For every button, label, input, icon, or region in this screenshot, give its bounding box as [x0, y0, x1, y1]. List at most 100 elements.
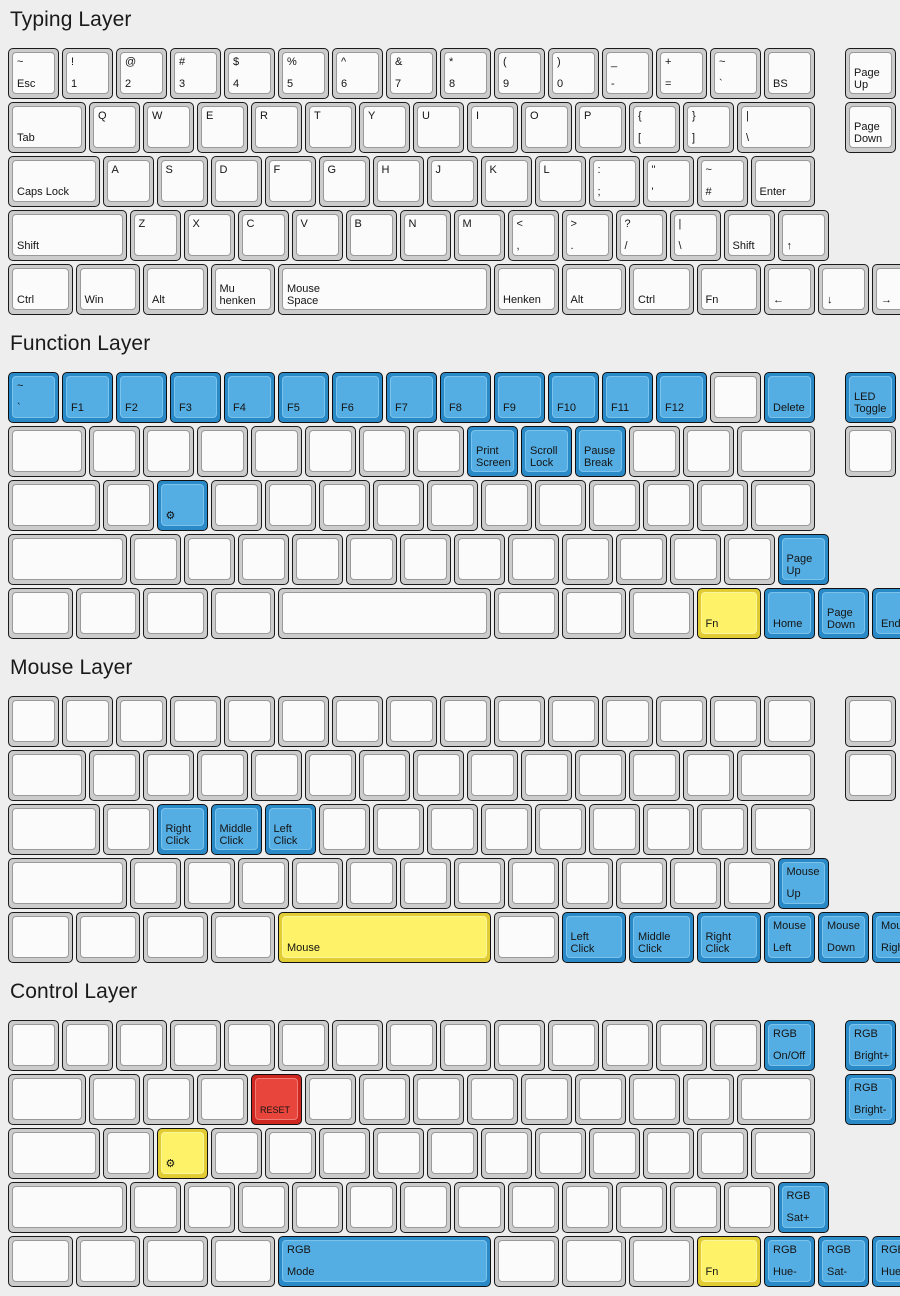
key[interactable] — [251, 426, 302, 477]
key[interactable]: F1 — [62, 372, 113, 423]
key[interactable] — [480, 480, 532, 531]
key[interactable]: Henken — [494, 264, 559, 315]
key[interactable] — [143, 912, 208, 963]
key[interactable]: J — [426, 156, 478, 207]
key[interactable]: * 8 — [440, 48, 491, 99]
key[interactable] — [210, 912, 275, 963]
key[interactable]: ~ # — [696, 156, 748, 207]
key[interactable]: Page Down — [818, 588, 869, 639]
key[interactable]: O — [521, 102, 572, 153]
key[interactable] — [224, 696, 275, 747]
key[interactable] — [629, 588, 694, 639]
key[interactable]: Ctrl — [8, 264, 73, 315]
key[interactable] — [683, 426, 734, 477]
key[interactable]: G — [318, 156, 370, 207]
key[interactable] — [642, 804, 694, 855]
key[interactable] — [372, 480, 424, 531]
key[interactable]: <, — [507, 210, 559, 261]
key[interactable] — [642, 1128, 694, 1179]
key[interactable] — [480, 1128, 532, 1179]
key[interactable]: → — [872, 264, 900, 315]
key[interactable] — [561, 1182, 613, 1233]
key[interactable]: $4 — [224, 48, 275, 99]
key[interactable]: Print Screen — [467, 426, 518, 477]
key[interactable] — [507, 858, 559, 909]
key[interactable] — [8, 912, 73, 963]
key[interactable]: Caps Lock — [8, 156, 100, 207]
key[interactable]: Fn — [696, 588, 761, 639]
key[interactable]: Page Down — [845, 102, 896, 153]
key[interactable] — [386, 696, 437, 747]
key[interactable] — [143, 750, 194, 801]
key[interactable] — [305, 426, 356, 477]
key[interactable] — [143, 1236, 208, 1287]
key[interactable]: RGB Mode — [278, 1236, 491, 1287]
key[interactable]: Alt — [143, 264, 208, 315]
key[interactable] — [8, 1128, 100, 1179]
key[interactable] — [656, 696, 707, 747]
key[interactable] — [318, 804, 370, 855]
key[interactable] — [183, 1182, 235, 1233]
key[interactable] — [575, 1074, 626, 1125]
key[interactable]: H — [372, 156, 424, 207]
key[interactable] — [8, 750, 86, 801]
key[interactable]: V — [291, 210, 343, 261]
key[interactable]: F7 — [386, 372, 437, 423]
key[interactable] — [116, 1020, 167, 1071]
key[interactable]: A — [102, 156, 154, 207]
key[interactable]: L — [534, 156, 586, 207]
key[interactable] — [629, 1074, 680, 1125]
key[interactable] — [8, 534, 127, 585]
key[interactable]: Win — [75, 264, 140, 315]
key[interactable]: Delete — [764, 372, 815, 423]
key[interactable] — [129, 858, 181, 909]
key[interactable] — [278, 588, 491, 639]
key[interactable] — [588, 480, 640, 531]
key[interactable] — [588, 804, 640, 855]
key[interactable] — [210, 480, 262, 531]
key[interactable] — [413, 750, 464, 801]
key[interactable] — [723, 1182, 775, 1233]
key[interactable] — [89, 426, 140, 477]
key[interactable] — [561, 858, 613, 909]
key[interactable] — [197, 426, 248, 477]
key[interactable] — [656, 1020, 707, 1071]
key[interactable]: " ' — [642, 156, 694, 207]
key[interactable]: ) 0 — [548, 48, 599, 99]
key[interactable]: RGB Hue+ — [872, 1236, 900, 1287]
key[interactable] — [170, 1020, 221, 1071]
key[interactable] — [629, 750, 680, 801]
key[interactable] — [318, 480, 370, 531]
key[interactable] — [696, 480, 748, 531]
key[interactable]: S — [156, 156, 208, 207]
key[interactable] — [102, 480, 154, 531]
key[interactable] — [615, 534, 667, 585]
key[interactable] — [494, 1236, 559, 1287]
key[interactable] — [669, 1182, 721, 1233]
key[interactable]: Enter — [750, 156, 815, 207]
key[interactable]: M — [453, 210, 505, 261]
key[interactable] — [710, 372, 761, 423]
key[interactable] — [561, 588, 626, 639]
key[interactable]: X — [183, 210, 235, 261]
key[interactable] — [737, 1074, 815, 1125]
key[interactable] — [521, 750, 572, 801]
key[interactable]: C — [237, 210, 289, 261]
key[interactable] — [696, 804, 748, 855]
key[interactable] — [359, 426, 410, 477]
key[interactable]: ⚙ — [156, 1128, 208, 1179]
key[interactable]: Pause Break — [575, 426, 626, 477]
key[interactable]: F8 — [440, 372, 491, 423]
key[interactable] — [8, 1182, 127, 1233]
key[interactable] — [8, 858, 127, 909]
key[interactable] — [399, 858, 451, 909]
key[interactable]: (9 — [494, 48, 545, 99]
key[interactable] — [494, 1020, 545, 1071]
key[interactable] — [710, 696, 761, 747]
key[interactable] — [8, 696, 59, 747]
key[interactable] — [345, 534, 397, 585]
key[interactable]: F9 — [494, 372, 545, 423]
key[interactable] — [129, 534, 181, 585]
key[interactable]: F6 — [332, 372, 383, 423]
key[interactable] — [426, 480, 478, 531]
